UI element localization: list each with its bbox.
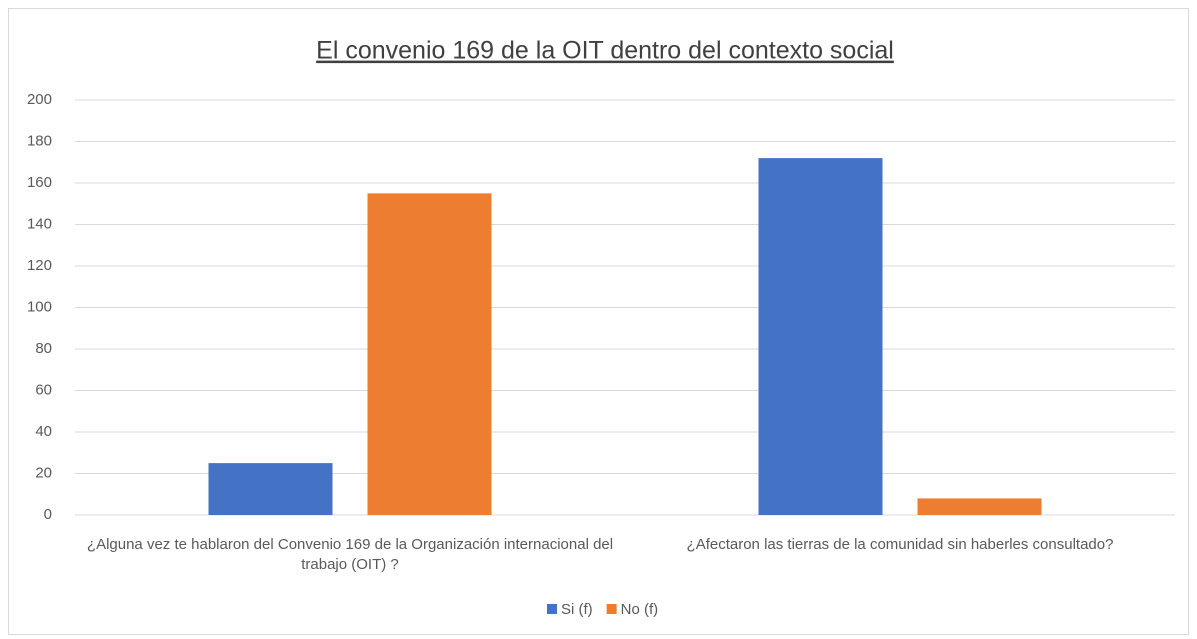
chart-title: El convenio 169 de la OIT dentro del con… [316, 37, 894, 65]
legend-label: No (f) [621, 601, 659, 618]
legend-swatch [606, 604, 617, 614]
y-tick-label: 20 [35, 464, 52, 481]
y-tick-label: 40 [35, 423, 52, 440]
x-tick-label: ¿Alguna vez te hablaron del Convenio 169… [86, 536, 614, 573]
y-tick-label: 180 [27, 132, 52, 149]
chart-border [8, 8, 1189, 635]
y-tick-label: 200 [27, 91, 52, 108]
y-tick-label: 160 [27, 174, 52, 191]
y-tick-label: 120 [27, 257, 52, 274]
x-tick-label: ¿Afectaron las tierras de la comunidad s… [686, 536, 1114, 553]
bar [208, 463, 333, 515]
y-tick-label: 60 [35, 381, 52, 398]
bar [758, 158, 883, 515]
bar [367, 193, 492, 515]
y-tick-label: 0 [44, 506, 52, 523]
legend-label: Si (f) [561, 601, 593, 618]
bar [917, 498, 1042, 515]
y-tick-label: 140 [27, 215, 52, 232]
y-tick-label: 80 [35, 340, 52, 357]
legend-swatch [547, 604, 557, 614]
y-tick-label: 100 [27, 298, 52, 315]
